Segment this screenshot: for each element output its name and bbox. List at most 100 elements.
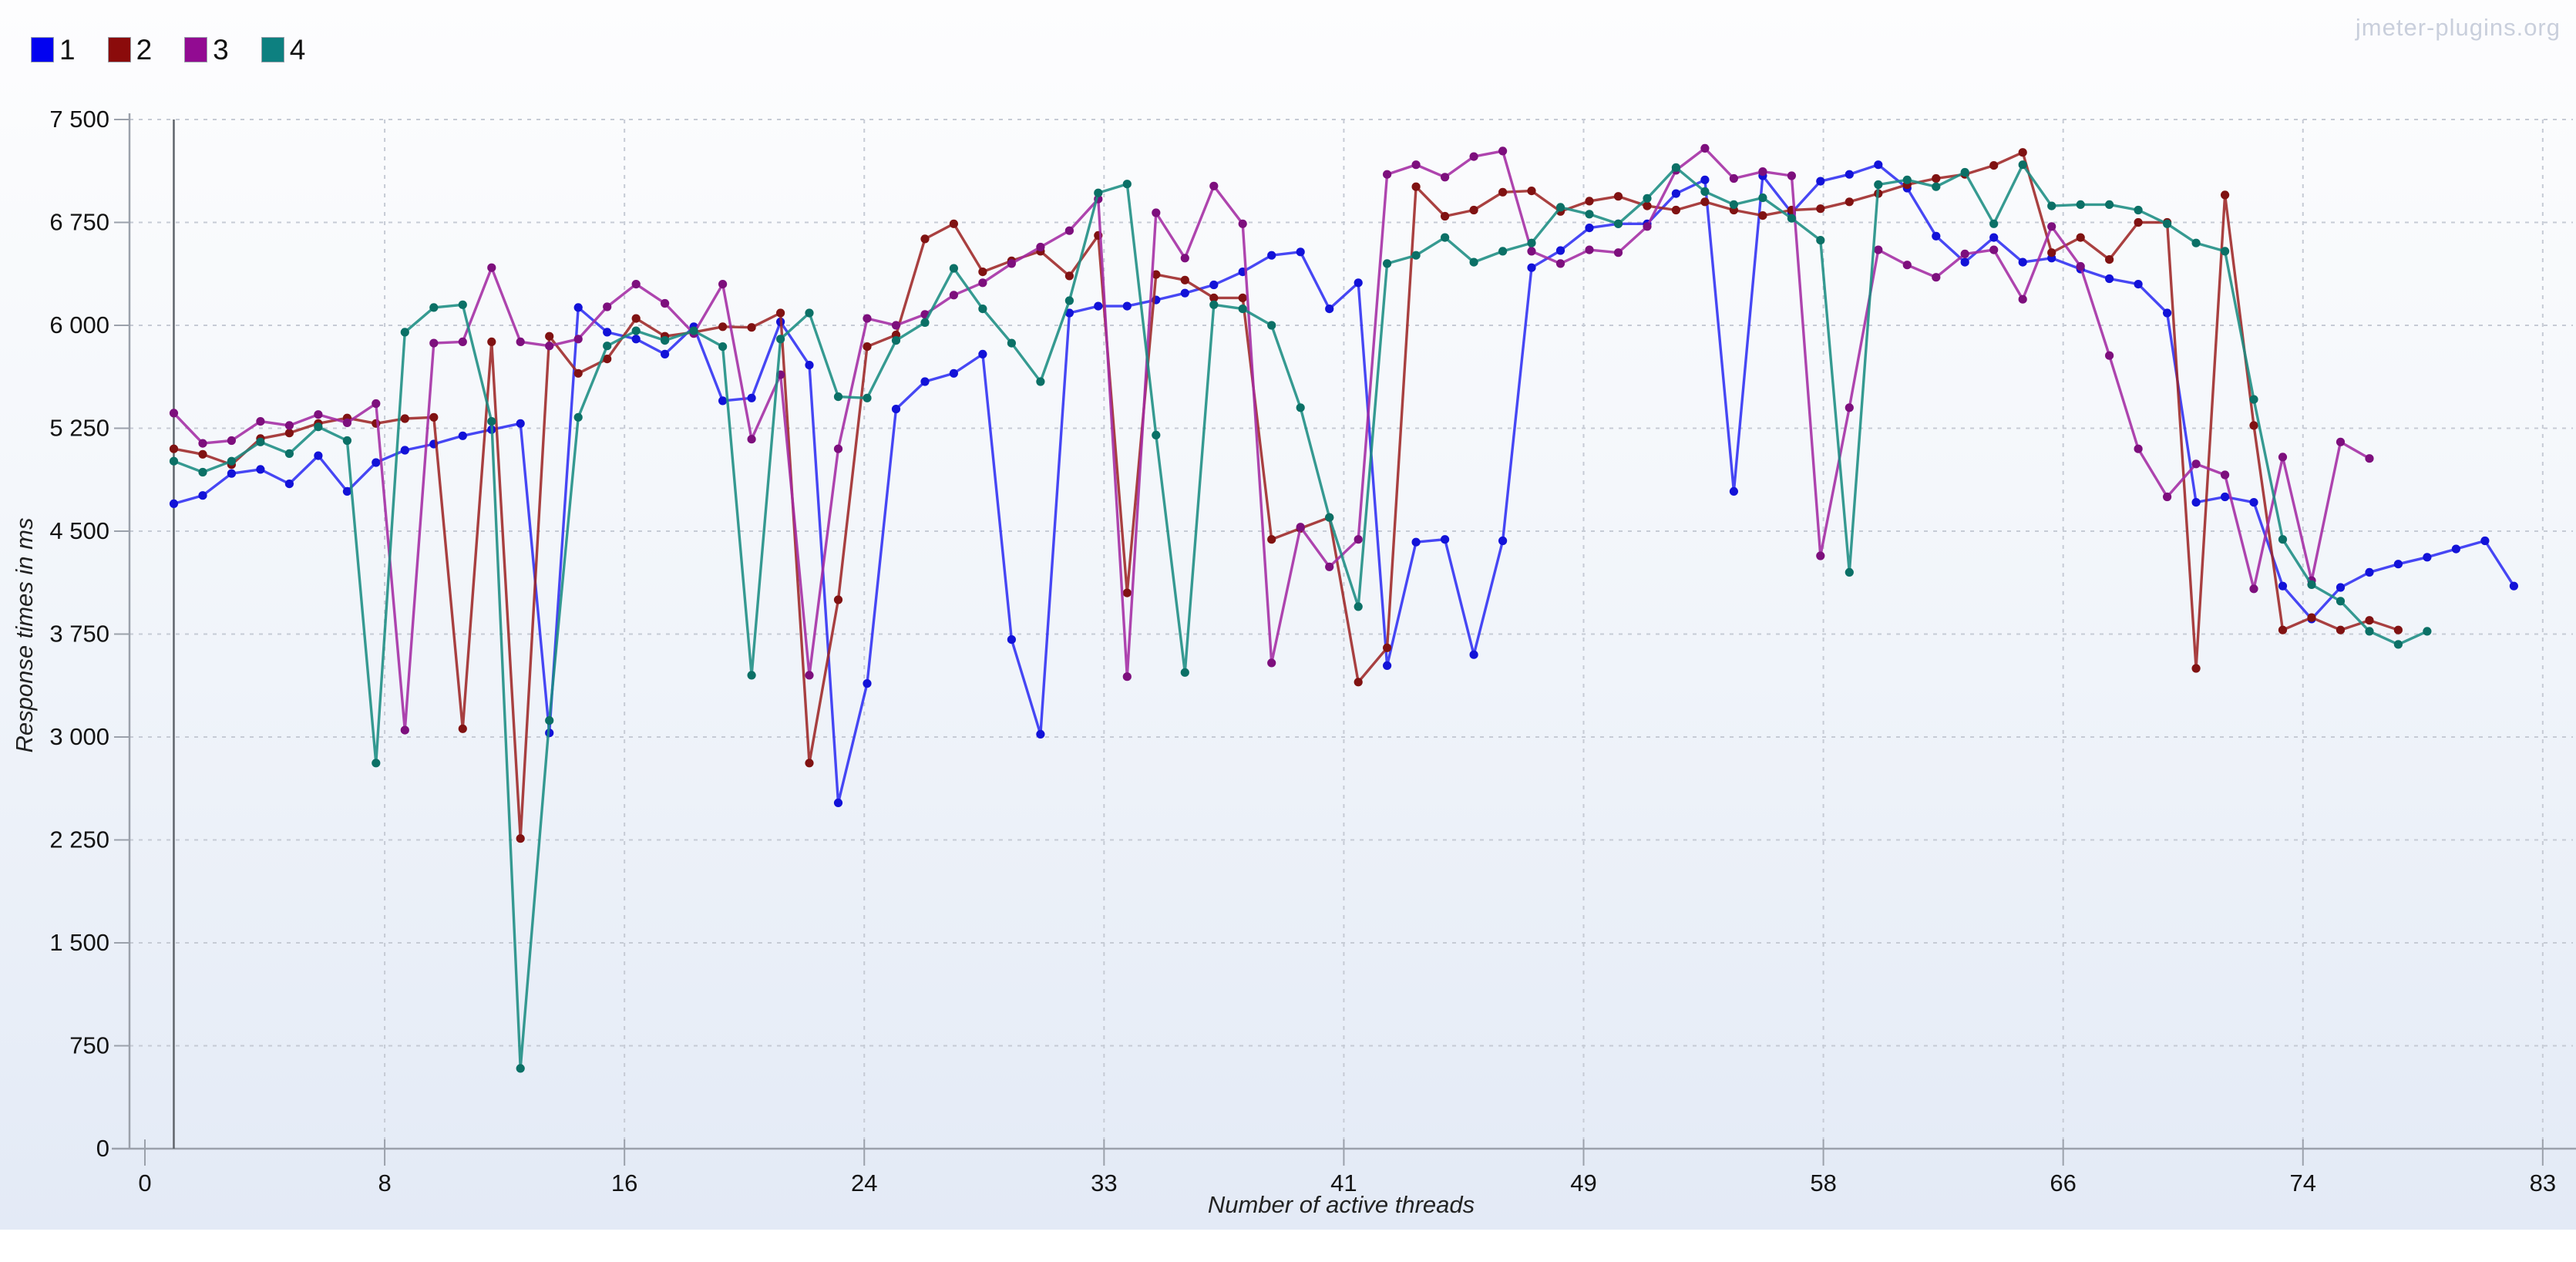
legend-item-3[interactable]: 3 [184, 35, 229, 64]
series-2-point [1498, 187, 1508, 197]
series-2-point [747, 323, 756, 332]
series-2-point [1989, 161, 1999, 170]
series-3-point [573, 335, 583, 344]
series-2-point [573, 369, 583, 378]
series-3-point [1064, 226, 1074, 235]
series-1-point [372, 458, 381, 467]
series-2-point [1643, 201, 1652, 210]
series-3-point [1209, 181, 1219, 190]
series-4-point [573, 412, 583, 422]
series-4-point [747, 671, 756, 680]
series-1-point [949, 369, 958, 378]
series-2-point [631, 314, 641, 323]
series-4-point [1180, 668, 1189, 677]
series-1-point [2451, 544, 2460, 554]
series-2-point [805, 759, 814, 768]
series-4-point [949, 264, 958, 273]
series-4-point [1064, 296, 1074, 305]
series-1-point [2018, 257, 2027, 267]
series-3-point [747, 435, 756, 444]
series-2-point [1845, 197, 1854, 207]
series-3-point [487, 263, 496, 272]
series-4-point [1325, 513, 1334, 522]
legend-swatch-3 [184, 37, 208, 62]
series-1-point [1094, 301, 1103, 311]
series-3-point [1411, 160, 1421, 170]
series-3-point [1758, 167, 1767, 177]
series-1-point [342, 486, 351, 496]
y-tick-label: 0 [96, 1135, 109, 1162]
series-4-point [2336, 597, 2346, 606]
series-1-point [603, 328, 612, 337]
series-4-point [1902, 175, 1912, 184]
series-4-point [1845, 567, 1854, 577]
series-1-point [1411, 537, 1421, 547]
series-3-point [1441, 173, 1450, 182]
series-4-point [1671, 163, 1680, 172]
series-4-point [342, 436, 351, 446]
series-1-point [169, 499, 179, 509]
series-3-point [1036, 242, 1045, 252]
series-4-point [863, 393, 872, 402]
series-3-point [458, 337, 467, 346]
series-1-point [1960, 257, 1969, 267]
x-tick-label: 41 [1330, 1169, 1357, 1196]
series-2-point [1064, 271, 1074, 281]
series-1-point [2105, 274, 2114, 284]
legend-label: 2 [136, 34, 153, 66]
series-2-point [1152, 270, 1161, 279]
series-1-point [891, 405, 901, 414]
y-tick-label: 4 500 [49, 517, 109, 544]
legend-item-4[interactable]: 4 [261, 35, 305, 64]
series-3-point [805, 671, 814, 680]
series-3-point [1498, 146, 1508, 156]
series-1-point [458, 431, 467, 440]
series-3-point [1354, 535, 1363, 544]
series-3-point [661, 298, 670, 308]
series-1-point [1064, 308, 1074, 318]
series-3-point [2047, 222, 2056, 231]
series-4-point [603, 342, 612, 351]
series-1-point [1180, 288, 1189, 298]
series-2-point [1441, 211, 1450, 221]
series-1-point [1122, 301, 1132, 311]
series-2-point [2105, 255, 2114, 264]
series-3-point [169, 409, 179, 418]
series-1-point [863, 679, 872, 688]
series-1-point [227, 469, 236, 478]
x-tick-label: 8 [378, 1169, 391, 1196]
y-tick-label: 2 250 [49, 826, 109, 853]
series-4-point [2076, 200, 2085, 209]
x-tick-label: 24 [851, 1169, 877, 1196]
y-tick-label: 6 750 [49, 209, 109, 236]
series-4-point [2163, 219, 2172, 228]
series-1-point [1036, 729, 1045, 739]
legend-item-1[interactable]: 1 [31, 35, 76, 64]
series-3-point [1989, 245, 1999, 254]
series-1-point [2221, 492, 2230, 502]
series-3-point [2076, 261, 2085, 271]
series-1-line [173, 163, 2515, 805]
x-tick-label: 83 [2530, 1169, 2556, 1196]
series-4-point [978, 305, 987, 314]
series-3-point [1729, 173, 1738, 183]
series-3-point [1325, 562, 1334, 571]
series-3-point [1932, 273, 1941, 282]
series-2-point [718, 322, 728, 331]
series-4-point [1758, 193, 1767, 203]
legend-item-2[interactable]: 2 [107, 34, 153, 66]
series-4-point [2249, 395, 2258, 404]
series-3-point [1787, 171, 1796, 180]
series-2-point [458, 724, 467, 733]
y-tick-label: 1 500 [49, 929, 109, 956]
series-2-point [2336, 625, 2346, 634]
series-1-point [400, 446, 409, 455]
y-tick-label: 7 500 [49, 106, 109, 133]
x-tick-label: 33 [1091, 1169, 1117, 1196]
x-axis-title: Number of active threads [1207, 1191, 1475, 1218]
series-4-point [227, 456, 236, 466]
legend-swatch-1 [31, 37, 54, 62]
series-3-point [2221, 470, 2230, 480]
series-1-point [516, 419, 525, 428]
series-1-point [1383, 661, 1392, 671]
